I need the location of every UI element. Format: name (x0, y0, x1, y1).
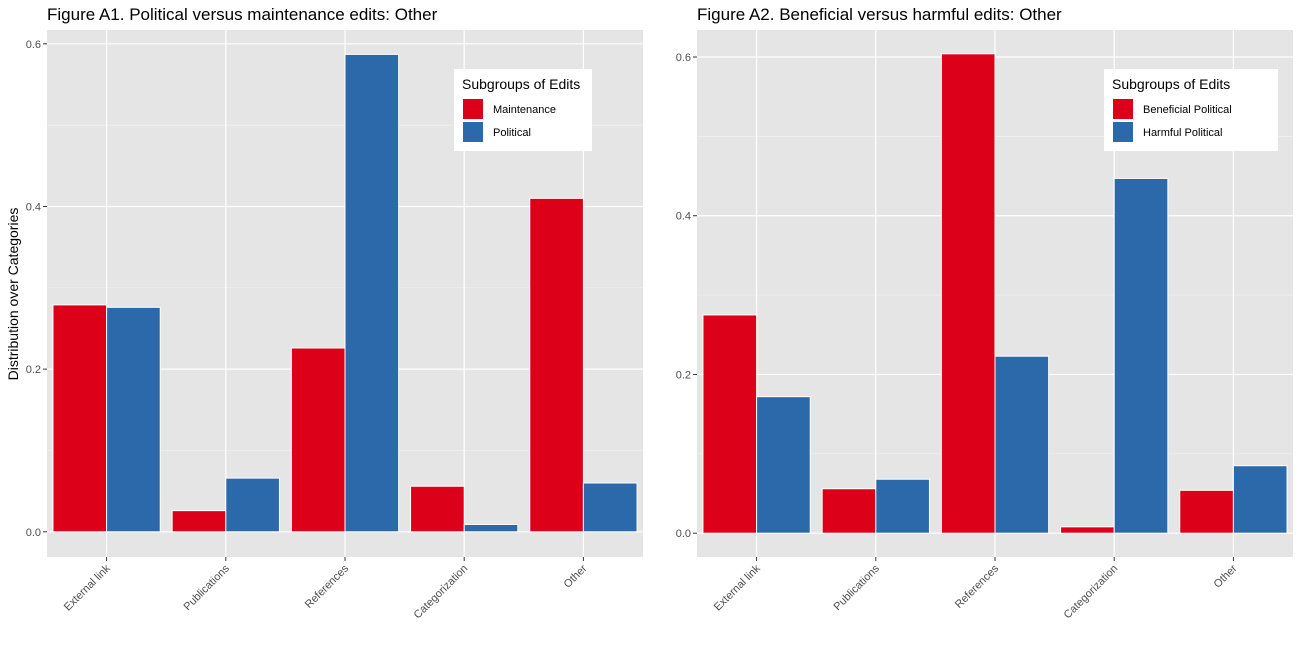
chart-a2-legend: Subgroups of Edits Beneficial Political Ha… (1104, 69, 1278, 151)
chart-a2-y-tick-label: 0.6 (676, 52, 691, 64)
chart-a1-bar-maintenance (290, 347, 346, 533)
chart-a2-x-tick-label: References (953, 562, 1002, 611)
chart-a1-y-tick-label: 0.0 (26, 527, 41, 539)
chart-a1-y-tick-label: 0.4 (26, 201, 41, 213)
chart-a1-bar-maintenance (529, 197, 584, 533)
chart-a2: Figure A2. Beneficial versus harmful edi… (676, 5, 1293, 621)
chart-a1-y-tick-label: 0.6 (26, 39, 41, 51)
chart-a1-legend-title: Subgroups of Edits (462, 76, 580, 92)
chart-a2-bar-beneficial-political (1060, 526, 1115, 534)
chart-a2-legend-label: Beneficial Political (1143, 104, 1232, 116)
chart-a1-legend-label: Political (493, 127, 531, 139)
chart-a1-legend-key (463, 99, 483, 119)
chart-a1-title: Figure A1. Political versus maintenance … (47, 5, 438, 24)
chart-a2-bar-beneficial-political (940, 53, 996, 534)
chart-a1-x-tick-label: Publications (181, 562, 232, 613)
chart-a2-x-tick-label: Categorization (1062, 563, 1121, 622)
chart-a2-bar-beneficial-political (1179, 489, 1234, 534)
chart-a1-y-tick-label: 0.2 (26, 364, 41, 376)
chart-a1-x-tick-label: External link (62, 562, 113, 613)
chart-a2-bar-beneficial-political (821, 488, 877, 534)
chart-a2-y-tick-label: 0.2 (676, 369, 691, 381)
chart-a1-bar-maintenance (171, 510, 227, 533)
chart-a1-bar-political (106, 306, 161, 533)
chart-a1-bar-political (344, 53, 400, 533)
chart-a1-bar-political (463, 523, 519, 533)
chart-a1-ylabel: Distribution over Categories (5, 208, 21, 381)
chart-a2-x-tick-label: External link (712, 562, 763, 613)
chart-a1-x-tick-label: Categorization (412, 563, 471, 622)
chart-a2-x-tick-label: Other (1212, 562, 1240, 590)
chart-a2-bar-harmful-political (994, 355, 1050, 534)
chart-a2-y-tick-label: 0.0 (676, 528, 691, 540)
chart-a2-bar-harmful-political (1113, 177, 1169, 534)
chart-a1-bar-political (225, 477, 280, 533)
chart-a1: Figure A1. Political versus maintenance … (5, 5, 643, 621)
chart-a1-x-tick-label: References (303, 562, 352, 611)
chart-a2-bar-harmful-political (1232, 465, 1288, 534)
chart-a2-title: Figure A2. Beneficial versus harmful edi… (697, 5, 1062, 24)
chart-a2-bar-harmful-political (756, 396, 811, 534)
chart-a2-bar-beneficial-political (702, 314, 758, 534)
chart-a1-bar-political (582, 482, 638, 533)
chart-a2-y-tick-label: 0.4 (676, 211, 691, 223)
chart-a1-legend: Subgroups of Edits Maintenance Political (454, 69, 592, 151)
chart-a1-x-tick-label: Other (562, 562, 590, 590)
chart-a1-bar-maintenance (52, 304, 108, 533)
chart-a1-legend-key (463, 122, 483, 142)
chart-a1-bar-maintenance (410, 485, 465, 533)
chart-a2-bar-harmful-political (875, 478, 930, 534)
chart-a2-legend-label: Harmful Political (1143, 127, 1222, 139)
chart-a2-legend-key (1113, 99, 1133, 119)
chart-a2-legend-key (1113, 122, 1133, 142)
chart-a1-legend-label: Maintenance (493, 104, 556, 116)
chart-a2-x-tick-label: Publications (831, 562, 882, 613)
chart-a2-legend-title: Subgroups of Edits (1112, 76, 1230, 92)
